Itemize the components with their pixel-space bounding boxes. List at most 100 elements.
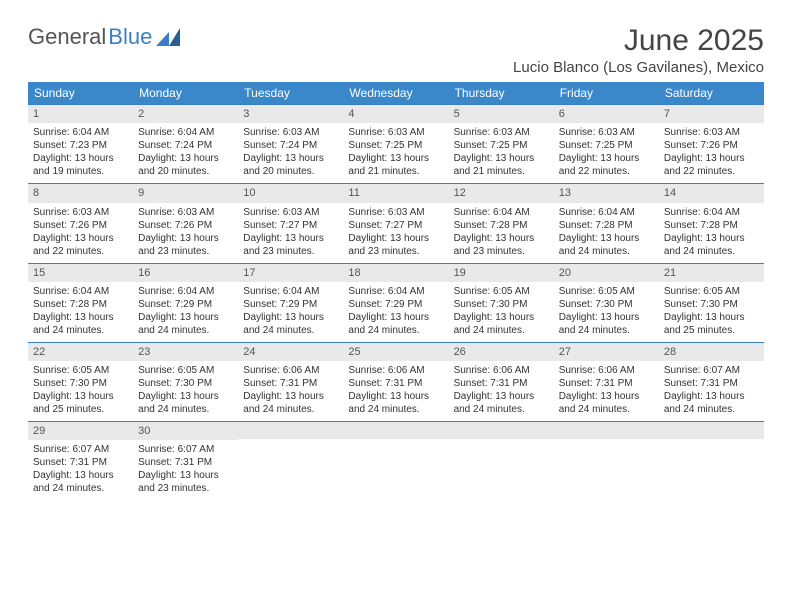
sunrise-text: Sunrise: 6:04 AM	[243, 285, 338, 298]
daylight-text: Daylight: 13 hours and 22 minutes.	[559, 152, 654, 178]
daylight-text: Daylight: 13 hours and 24 minutes.	[348, 390, 443, 416]
day-content: Sunrise: 6:05 AMSunset: 7:30 PMDaylight:…	[133, 361, 238, 421]
day-number: 30	[133, 422, 238, 440]
day-content: Sunrise: 6:03 AMSunset: 7:25 PMDaylight:…	[449, 123, 554, 183]
day-number: 21	[659, 264, 764, 282]
daylight-text: Daylight: 13 hours and 24 minutes.	[138, 390, 233, 416]
calendar-day-cell: 11Sunrise: 6:03 AMSunset: 7:27 PMDayligh…	[343, 184, 448, 263]
location: Lucio Blanco (Los Gavilanes), Mexico	[513, 59, 764, 76]
calendar-day-cell	[554, 422, 659, 501]
day-number: 14	[659, 184, 764, 202]
sunrise-text: Sunrise: 6:04 AM	[664, 206, 759, 219]
day-content: Sunrise: 6:04 AMSunset: 7:29 PMDaylight:…	[133, 282, 238, 342]
day-content: Sunrise: 6:04 AMSunset: 7:29 PMDaylight:…	[343, 282, 448, 342]
day-number: 20	[554, 264, 659, 282]
calendar-day-cell: 8Sunrise: 6:03 AMSunset: 7:26 PMDaylight…	[28, 184, 133, 263]
day-number: 29	[28, 422, 133, 440]
daylight-text: Daylight: 13 hours and 19 minutes.	[33, 152, 128, 178]
daylight-text: Daylight: 13 hours and 24 minutes.	[243, 311, 338, 337]
sunset-text: Sunset: 7:30 PM	[559, 298, 654, 311]
sunset-text: Sunset: 7:23 PM	[33, 139, 128, 152]
sunset-text: Sunset: 7:29 PM	[243, 298, 338, 311]
calendar-day-cell: 4Sunrise: 6:03 AMSunset: 7:25 PMDaylight…	[343, 105, 448, 184]
sunrise-text: Sunrise: 6:04 AM	[33, 285, 128, 298]
sunset-text: Sunset: 7:30 PM	[454, 298, 549, 311]
day-content: Sunrise: 6:04 AMSunset: 7:28 PMDaylight:…	[449, 203, 554, 263]
calendar-day-cell: 28Sunrise: 6:07 AMSunset: 7:31 PMDayligh…	[659, 342, 764, 421]
day-content: Sunrise: 6:03 AMSunset: 7:27 PMDaylight:…	[343, 203, 448, 263]
sunrise-text: Sunrise: 6:06 AM	[243, 364, 338, 377]
daylight-text: Daylight: 13 hours and 22 minutes.	[664, 152, 759, 178]
day-content-empty	[659, 439, 764, 487]
calendar-day-cell: 18Sunrise: 6:04 AMSunset: 7:29 PMDayligh…	[343, 263, 448, 342]
day-number: 12	[449, 184, 554, 202]
day-number: 16	[133, 264, 238, 282]
calendar-day-cell: 1Sunrise: 6:04 AMSunset: 7:23 PMDaylight…	[28, 105, 133, 184]
sunrise-text: Sunrise: 6:07 AM	[138, 443, 233, 456]
sunrise-text: Sunrise: 6:07 AM	[33, 443, 128, 456]
day-number: 7	[659, 105, 764, 123]
daylight-text: Daylight: 13 hours and 24 minutes.	[559, 390, 654, 416]
sunset-text: Sunset: 7:24 PM	[243, 139, 338, 152]
daylight-text: Daylight: 13 hours and 24 minutes.	[33, 311, 128, 337]
daylight-text: Daylight: 13 hours and 20 minutes.	[243, 152, 338, 178]
day-content: Sunrise: 6:06 AMSunset: 7:31 PMDaylight:…	[343, 361, 448, 421]
sunrise-text: Sunrise: 6:03 AM	[243, 126, 338, 139]
day-number: 8	[28, 184, 133, 202]
weekday-header: Saturday	[659, 82, 764, 105]
calendar-day-cell: 7Sunrise: 6:03 AMSunset: 7:26 PMDaylight…	[659, 105, 764, 184]
calendar-week-row: 15Sunrise: 6:04 AMSunset: 7:28 PMDayligh…	[28, 263, 764, 342]
day-content: Sunrise: 6:04 AMSunset: 7:24 PMDaylight:…	[133, 123, 238, 183]
sunrise-text: Sunrise: 6:04 AM	[138, 285, 233, 298]
day-number: 28	[659, 343, 764, 361]
calendar-day-cell: 5Sunrise: 6:03 AMSunset: 7:25 PMDaylight…	[449, 105, 554, 184]
sunrise-text: Sunrise: 6:05 AM	[33, 364, 128, 377]
calendar-week-row: 22Sunrise: 6:05 AMSunset: 7:30 PMDayligh…	[28, 342, 764, 421]
sunset-text: Sunset: 7:30 PM	[664, 298, 759, 311]
sunset-text: Sunset: 7:31 PM	[243, 377, 338, 390]
day-content: Sunrise: 6:04 AMSunset: 7:28 PMDaylight:…	[28, 282, 133, 342]
daylight-text: Daylight: 13 hours and 24 minutes.	[348, 311, 443, 337]
logo: GeneralBlue	[28, 24, 182, 50]
day-number: 9	[133, 184, 238, 202]
sunrise-text: Sunrise: 6:03 AM	[33, 206, 128, 219]
calendar-day-cell	[238, 422, 343, 501]
sunrise-text: Sunrise: 6:05 AM	[454, 285, 549, 298]
daylight-text: Daylight: 13 hours and 23 minutes.	[138, 232, 233, 258]
sunrise-text: Sunrise: 6:04 AM	[33, 126, 128, 139]
day-number: 5	[449, 105, 554, 123]
day-content: Sunrise: 6:07 AMSunset: 7:31 PMDaylight:…	[659, 361, 764, 421]
calendar-week-row: 29Sunrise: 6:07 AMSunset: 7:31 PMDayligh…	[28, 422, 764, 501]
daylight-text: Daylight: 13 hours and 25 minutes.	[33, 390, 128, 416]
daylight-text: Daylight: 13 hours and 25 minutes.	[664, 311, 759, 337]
calendar-day-cell: 13Sunrise: 6:04 AMSunset: 7:28 PMDayligh…	[554, 184, 659, 263]
calendar-day-cell: 10Sunrise: 6:03 AMSunset: 7:27 PMDayligh…	[238, 184, 343, 263]
day-number-empty	[449, 422, 554, 439]
calendar-day-cell: 15Sunrise: 6:04 AMSunset: 7:28 PMDayligh…	[28, 263, 133, 342]
day-content-empty	[554, 439, 659, 487]
sunrise-text: Sunrise: 6:06 AM	[348, 364, 443, 377]
weekday-header: Tuesday	[238, 82, 343, 105]
day-content: Sunrise: 6:03 AMSunset: 7:24 PMDaylight:…	[238, 123, 343, 183]
calendar-day-cell: 26Sunrise: 6:06 AMSunset: 7:31 PMDayligh…	[449, 342, 554, 421]
sunrise-text: Sunrise: 6:04 AM	[138, 126, 233, 139]
daylight-text: Daylight: 13 hours and 24 minutes.	[664, 232, 759, 258]
sunset-text: Sunset: 7:31 PM	[348, 377, 443, 390]
calendar-day-cell: 29Sunrise: 6:07 AMSunset: 7:31 PMDayligh…	[28, 422, 133, 501]
day-content: Sunrise: 6:06 AMSunset: 7:31 PMDaylight:…	[449, 361, 554, 421]
sunrise-text: Sunrise: 6:07 AM	[664, 364, 759, 377]
sunset-text: Sunset: 7:28 PM	[33, 298, 128, 311]
logo-text-2: Blue	[108, 24, 152, 50]
weekday-header: Wednesday	[343, 82, 448, 105]
calendar-day-cell: 9Sunrise: 6:03 AMSunset: 7:26 PMDaylight…	[133, 184, 238, 263]
sunrise-text: Sunrise: 6:03 AM	[348, 126, 443, 139]
day-content-empty	[449, 439, 554, 487]
title-block: June 2025 Lucio Blanco (Los Gavilanes), …	[513, 24, 764, 76]
calendar-day-cell	[343, 422, 448, 501]
daylight-text: Daylight: 13 hours and 24 minutes.	[243, 390, 338, 416]
weekday-header: Sunday	[28, 82, 133, 105]
calendar-day-cell	[449, 422, 554, 501]
sunset-text: Sunset: 7:30 PM	[33, 377, 128, 390]
weekday-header-row: SundayMondayTuesdayWednesdayThursdayFrid…	[28, 82, 764, 105]
day-content: Sunrise: 6:03 AMSunset: 7:25 PMDaylight:…	[343, 123, 448, 183]
